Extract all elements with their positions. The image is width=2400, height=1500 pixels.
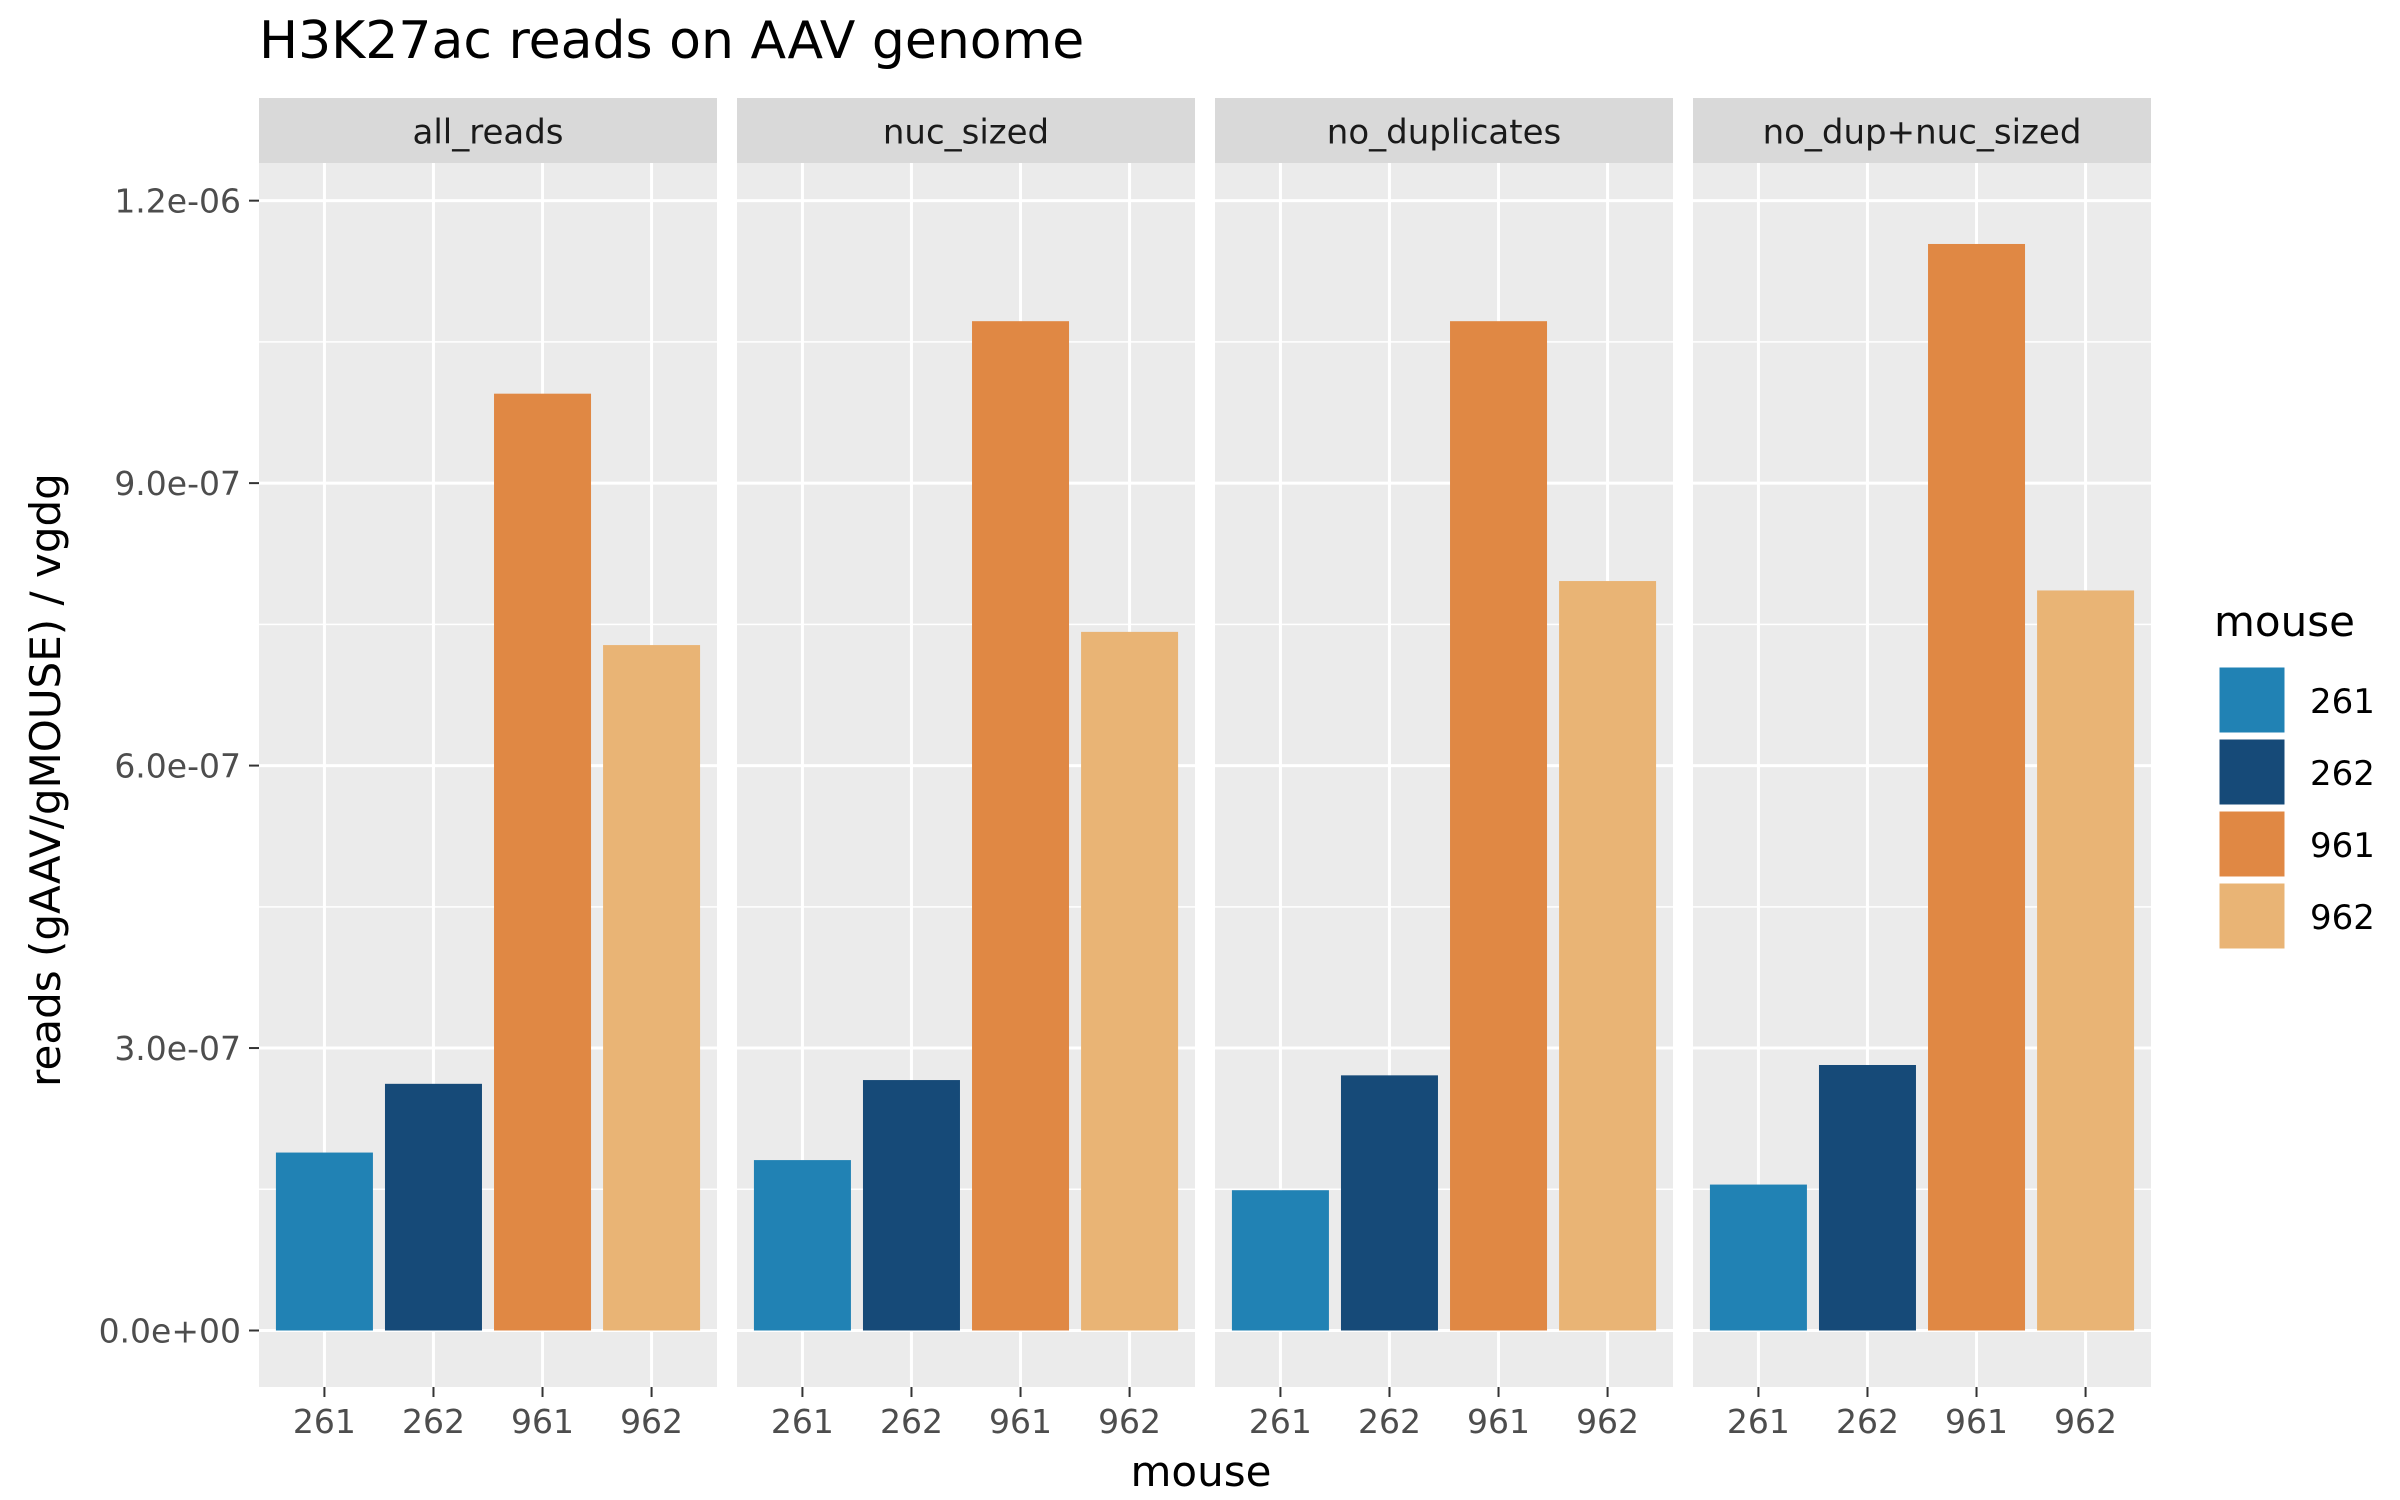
bar-all_reads-962	[603, 645, 701, 1331]
x-tick-label: 961	[1945, 1402, 2008, 1441]
facet-strip-all_reads	[259, 98, 717, 165]
facet-strip-label: no_dup+nuc_sized	[1763, 113, 2082, 153]
x-tick-label: 262	[1358, 1402, 1421, 1441]
x-tick-label: 962	[620, 1402, 683, 1441]
bar-no_duplicates-261	[1231, 1190, 1329, 1331]
facet-panel-all_reads: all_reads 261 262 961 962	[259, 98, 717, 1441]
facet-strip-no_duplicates	[1215, 98, 1673, 165]
bar-nuc_sized-261	[753, 1160, 851, 1331]
x-tick-label: 262	[402, 1402, 465, 1441]
legend-label: 261	[2310, 682, 2375, 722]
bar-no_dup+nuc_sized-261	[1709, 1184, 1807, 1331]
bar-nuc_sized-262	[862, 1080, 960, 1331]
bar-no_duplicates-961	[1450, 321, 1548, 1331]
x-tick-label: 262	[1836, 1402, 1899, 1441]
bar-no_duplicates-962	[1559, 581, 1657, 1331]
legend-label: 961	[2310, 826, 2375, 866]
y-axis-title: reads (gAAV/gMOUSE) / vgdg	[21, 473, 70, 1087]
facet-panel-no_duplicates: no_duplicates 261 262 961 962	[1215, 98, 1673, 1441]
facet-panel-no_dup+nuc_sized: no_dup+nuc_sized 261 262 961 962	[1693, 98, 2151, 1441]
x-tick-label: 961	[989, 1402, 1052, 1441]
bar-all_reads-262	[384, 1083, 482, 1331]
y-tick-label: 3.0e-07	[114, 1029, 241, 1068]
bar-all_reads-261	[275, 1152, 373, 1331]
facet-strip-label: nuc_sized	[883, 113, 1049, 153]
y-tick-label: 0.0e+00	[99, 1312, 241, 1351]
bar-no_dup+nuc_sized-962	[2037, 590, 2135, 1331]
bar-no_dup+nuc_sized-961	[1928, 243, 2026, 1331]
bar-all_reads-961	[494, 393, 592, 1331]
bar-nuc_sized-961	[972, 321, 1070, 1331]
x-tick-label: 261	[1249, 1402, 1312, 1441]
x-tick-label: 261	[1727, 1402, 1790, 1441]
bar-no_duplicates-262	[1340, 1075, 1438, 1331]
bar-nuc_sized-962	[1081, 631, 1179, 1331]
y-axis: 0.0e+00 3.0e-07 6.0e-07 9.0e-07 1.2e-06	[99, 182, 259, 1351]
x-tick-label: 261	[771, 1402, 834, 1441]
legend-key-262	[2216, 736, 2288, 808]
legend-key-961	[2216, 808, 2288, 880]
x-axis-title: mouse	[1131, 1447, 1272, 1496]
y-tick-label: 1.2e-06	[114, 182, 241, 221]
x-tick-label: 962	[1576, 1402, 1639, 1441]
legend-label: 962	[2310, 898, 2375, 938]
legend-title: mouse	[2214, 597, 2355, 646]
x-tick-label: 962	[1098, 1402, 1161, 1441]
bar-no_dup+nuc_sized-262	[1818, 1064, 1916, 1331]
facet-strip-no_dup+nuc_sized	[1693, 98, 2151, 165]
x-tick-label: 961	[1467, 1402, 1530, 1441]
x-tick-label: 261	[293, 1402, 356, 1441]
legend: mouse 261 262 961 962	[2214, 597, 2375, 952]
facet-strip-nuc_sized	[737, 98, 1195, 165]
facet-strip-label: no_duplicates	[1327, 113, 1561, 153]
y-tick-label: 9.0e-07	[114, 464, 241, 503]
x-tick-label: 961	[511, 1402, 574, 1441]
x-tick-label: 962	[2054, 1402, 2117, 1441]
facet-strip-label: all_reads	[412, 113, 563, 153]
chart-title: H3K27ac reads on AAV genome	[259, 11, 1084, 71]
legend-label: 262	[2310, 754, 2375, 794]
x-tick-label: 262	[880, 1402, 943, 1441]
y-tick-label: 6.0e-07	[114, 747, 241, 786]
legend-key-962	[2216, 880, 2288, 952]
facet-panel-nuc_sized: nuc_sized 261 262 961 962	[737, 98, 1195, 1441]
legend-key-261	[2216, 664, 2288, 736]
facet-panels: all_reads 261 262 961 962 nuc_sized 261 262 961 9…	[259, 98, 2151, 1441]
